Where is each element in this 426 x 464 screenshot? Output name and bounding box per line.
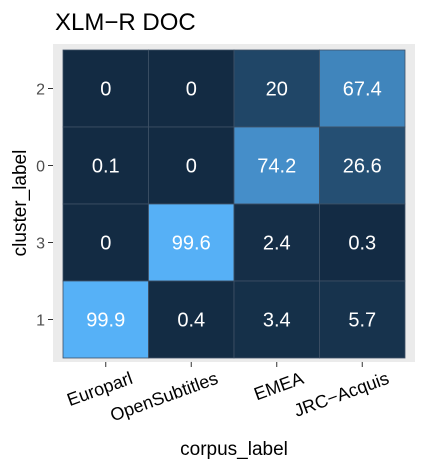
cell-value-label: 2.4 [263,233,291,255]
heatmap-cell-2-europarl [62,49,149,128]
cell-value-label: 0 [186,79,197,101]
heatmap-cell-labels: 0 0 20 67.4 0.1 0 74.2 26.6 0 99.6 2.4 0.3 99.9 0.4 3.… [86,79,381,332]
heatmap-cell-3-opensubtitles [148,203,235,282]
cell-value-label: 0 [100,79,111,101]
x-tick-label: JRC−Acquis [291,368,391,421]
heatmap-cell-1-emea [233,280,320,359]
y-tick-label: 3 [36,236,45,253]
y-tick-label: 0 [36,159,45,176]
heatmap-cells [62,49,406,359]
cell-value-label: 0.3 [348,233,376,255]
cell-value-label: 0 [100,233,111,255]
y-tick-label: 1 [36,313,45,330]
heatmap-cell-2-emea [233,49,320,128]
cell-value-label: 5.7 [348,310,376,332]
heatmap-cell-2-opensubtitles [148,49,235,128]
heatmap-cell-2-jrc-acquis [319,49,406,128]
heatmap-cell-3-jrc-acquis [319,203,406,282]
x-axis-title: corpus_label [180,439,288,460]
cell-value-label: 74.2 [257,156,296,178]
cell-value-label: 3.4 [263,310,291,332]
heatmap-cell-3-europarl [62,203,149,282]
cell-value-label: 99.9 [86,310,125,332]
y-axis-title: cluster_label [10,150,31,257]
heatmap-cell-0-emea [233,126,320,205]
heatmap-cell-1-jrc-acquis [319,280,406,359]
cell-value-label: 0 [186,156,197,178]
cell-value-label: 67.4 [343,79,382,101]
y-tick-label: 2 [36,82,45,99]
heatmap-cell-0-jrc-acquis [319,126,406,205]
cell-value-label: 0.4 [177,310,205,332]
heatmap-cell-1-opensubtitles [148,280,235,359]
cell-value-label: 99.6 [172,233,211,255]
chart-title: XLM−R DOC [55,9,196,36]
heatmap-cell-1-europarl [62,280,149,359]
cell-value-label: 20 [266,79,288,101]
cell-value-label: 0.1 [92,156,120,178]
cell-value-label: 26.6 [343,156,382,178]
